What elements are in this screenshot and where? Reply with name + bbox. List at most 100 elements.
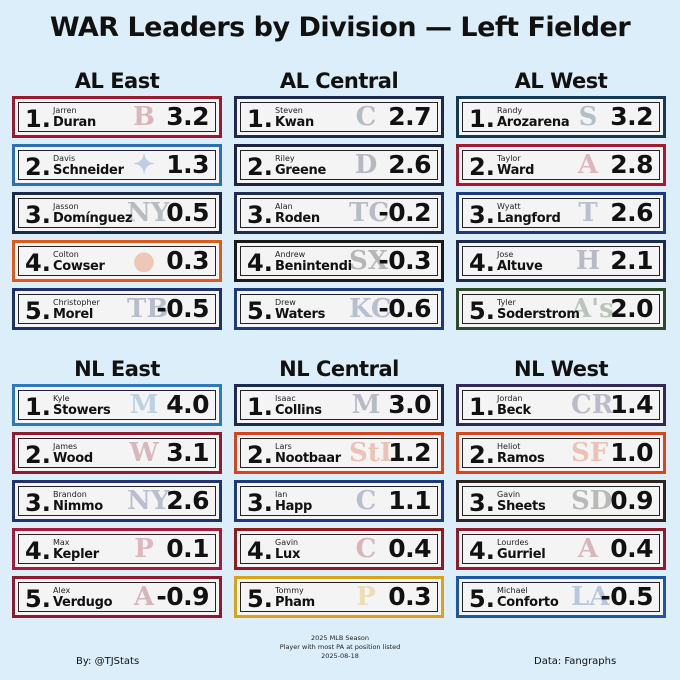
player-first-name: Heliot	[497, 442, 521, 451]
player-rank: 1.	[469, 393, 495, 421]
player-last-name: Nimmo	[53, 499, 103, 514]
player-card: 4. Andrew Benintendi SX -0.3	[234, 240, 444, 282]
player-card: 4. Gavin Lux C 0.4	[234, 528, 444, 570]
division-panel: AL East 1. Jarren Duran B 3.2 2. Davis Schneider…	[12, 66, 222, 336]
war-value: 3.2	[166, 102, 209, 131]
war-value: 3.0	[388, 390, 431, 419]
player-card: 2. Riley Greene D 2.6	[234, 144, 444, 186]
player-first-name: Christopher	[53, 298, 100, 307]
player-last-name: Kepler	[53, 547, 99, 562]
nationals-logo-icon: W	[129, 438, 159, 468]
player-card: 4. Jose Altuve H 2.1	[456, 240, 666, 282]
war-value: -0.5	[600, 582, 653, 611]
player-last-name: Lux	[275, 547, 301, 562]
division-panel: NL East 1. Kyle Stowers M 4.0 2. James Wood W 3.1 3…	[12, 354, 222, 624]
padres-logo-icon: SD	[571, 486, 613, 516]
player-rank: 5.	[247, 585, 273, 613]
war-value: 1.1	[388, 486, 431, 515]
pa-note: Player with most PA at position listed	[279, 643, 401, 651]
player-rank: 5.	[469, 585, 495, 613]
division-panel: NL Central 1. Isaac Collins M 3.0 2. Lars Nootba…	[234, 354, 444, 624]
war-value: 1.4	[610, 390, 653, 419]
pirates-logo-icon: P	[356, 582, 376, 612]
player-first-name: Jarren	[53, 106, 77, 115]
war-value: 0.3	[166, 246, 209, 275]
player-card: 3. Alan Roden TC -0.2	[234, 192, 444, 234]
division-title: AL Central	[279, 69, 399, 93]
player-card: 1. Jarren Duran B 3.2	[12, 96, 222, 138]
player-first-name: Kyle	[53, 394, 70, 403]
player-first-name: Brandon	[53, 490, 87, 499]
player-first-name: Drew	[275, 298, 296, 307]
player-card: 5. Christopher Morel TB -0.5	[12, 288, 222, 330]
player-rank: 2.	[469, 441, 495, 469]
player-last-name: Beck	[497, 403, 531, 418]
war-value: 2.7	[388, 102, 431, 131]
player-first-name: Alex	[53, 586, 71, 595]
player-rank: 1.	[25, 105, 51, 133]
war-value: 4.0	[166, 390, 209, 419]
player-rank: 2.	[247, 153, 273, 181]
war-value: 2.0	[610, 294, 653, 323]
war-value: 2.6	[610, 198, 653, 227]
war-value: 2.8	[610, 150, 653, 179]
player-first-name: Davis	[53, 154, 76, 163]
player-last-name: Domínguez	[53, 211, 133, 226]
player-last-name: Waters	[275, 307, 326, 322]
player-card: 2. James Wood W 3.1	[12, 432, 222, 474]
division-panel: AL West 1. Randy Arozarena S 3.2 2. Taylor Ward A…	[456, 66, 666, 336]
player-last-name: Happ	[275, 499, 313, 514]
war-value: 3.1	[166, 438, 209, 467]
astros-logo-icon: H	[575, 246, 601, 276]
war-value: -0.3	[378, 246, 431, 275]
athletics-logo-icon: A's	[571, 294, 614, 324]
war-value: -0.9	[156, 582, 209, 611]
war-value: 0.3	[388, 582, 431, 611]
brewers-logo-icon: M	[351, 390, 381, 420]
player-rank: 2.	[25, 153, 51, 181]
player-card: 3. Gavin Sheets SD 0.9	[456, 480, 666, 522]
player-card: 2. Lars Nootbaar StL 1.2	[234, 432, 444, 474]
player-rank: 5.	[25, 585, 51, 613]
player-card: 5. Drew Waters KC -0.6	[234, 288, 444, 330]
player-first-name: Gavin	[497, 490, 521, 499]
player-rank: 4.	[25, 537, 51, 565]
player-rank: 1.	[247, 393, 273, 421]
player-first-name: Taylor	[497, 154, 521, 163]
yankees-logo-icon: NY	[127, 198, 170, 228]
player-card: 2. Davis Schneider ✦ 1.3	[12, 144, 222, 186]
player-first-name: Randy	[497, 106, 523, 115]
player-first-name: Jordan	[497, 394, 523, 403]
player-last-name: Morel	[53, 307, 94, 322]
player-last-name: Ramos	[497, 451, 545, 466]
player-first-name: Ian	[275, 490, 288, 499]
player-first-name: Tyler	[497, 298, 516, 307]
marlins-logo-icon: M	[129, 390, 159, 420]
cubs-logo-icon: C	[355, 486, 377, 516]
credit-label: By: @TJStats	[76, 656, 140, 667]
player-rank: 3.	[25, 201, 51, 229]
player-card: 5. Tommy Pham P 0.3	[234, 576, 444, 618]
player-card: 1. Steven Kwan C 2.7	[234, 96, 444, 138]
braves-logo-icon: A	[133, 582, 155, 612]
player-first-name: James	[53, 442, 78, 451]
mets-logo-icon: NY	[127, 486, 170, 516]
player-rank: 3.	[247, 489, 273, 517]
twins-logo-icon: TC	[349, 198, 390, 228]
player-last-name: Stowers	[53, 403, 111, 418]
war-value: 3.2	[610, 102, 653, 131]
player-rank: 2.	[469, 153, 495, 181]
mariners-logo-icon: S	[578, 102, 598, 132]
player-rank: 5.	[469, 297, 495, 325]
player-card: 4. Max Kepler P 0.1	[12, 528, 222, 570]
war-value: 2.6	[388, 150, 431, 179]
player-first-name: Colton	[53, 250, 79, 259]
player-last-name: Cowser	[53, 259, 105, 274]
player-last-name: Soderstrom	[497, 307, 580, 322]
player-first-name: Jose	[497, 250, 514, 259]
player-card: 4. Lourdes Gurriel A 0.4	[456, 528, 666, 570]
player-last-name: Wood	[53, 451, 93, 466]
red-sox-logo-icon: B	[133, 102, 155, 132]
player-card: 3. Wyatt Langford T 2.6	[456, 192, 666, 234]
war-value: 1.3	[166, 150, 209, 179]
